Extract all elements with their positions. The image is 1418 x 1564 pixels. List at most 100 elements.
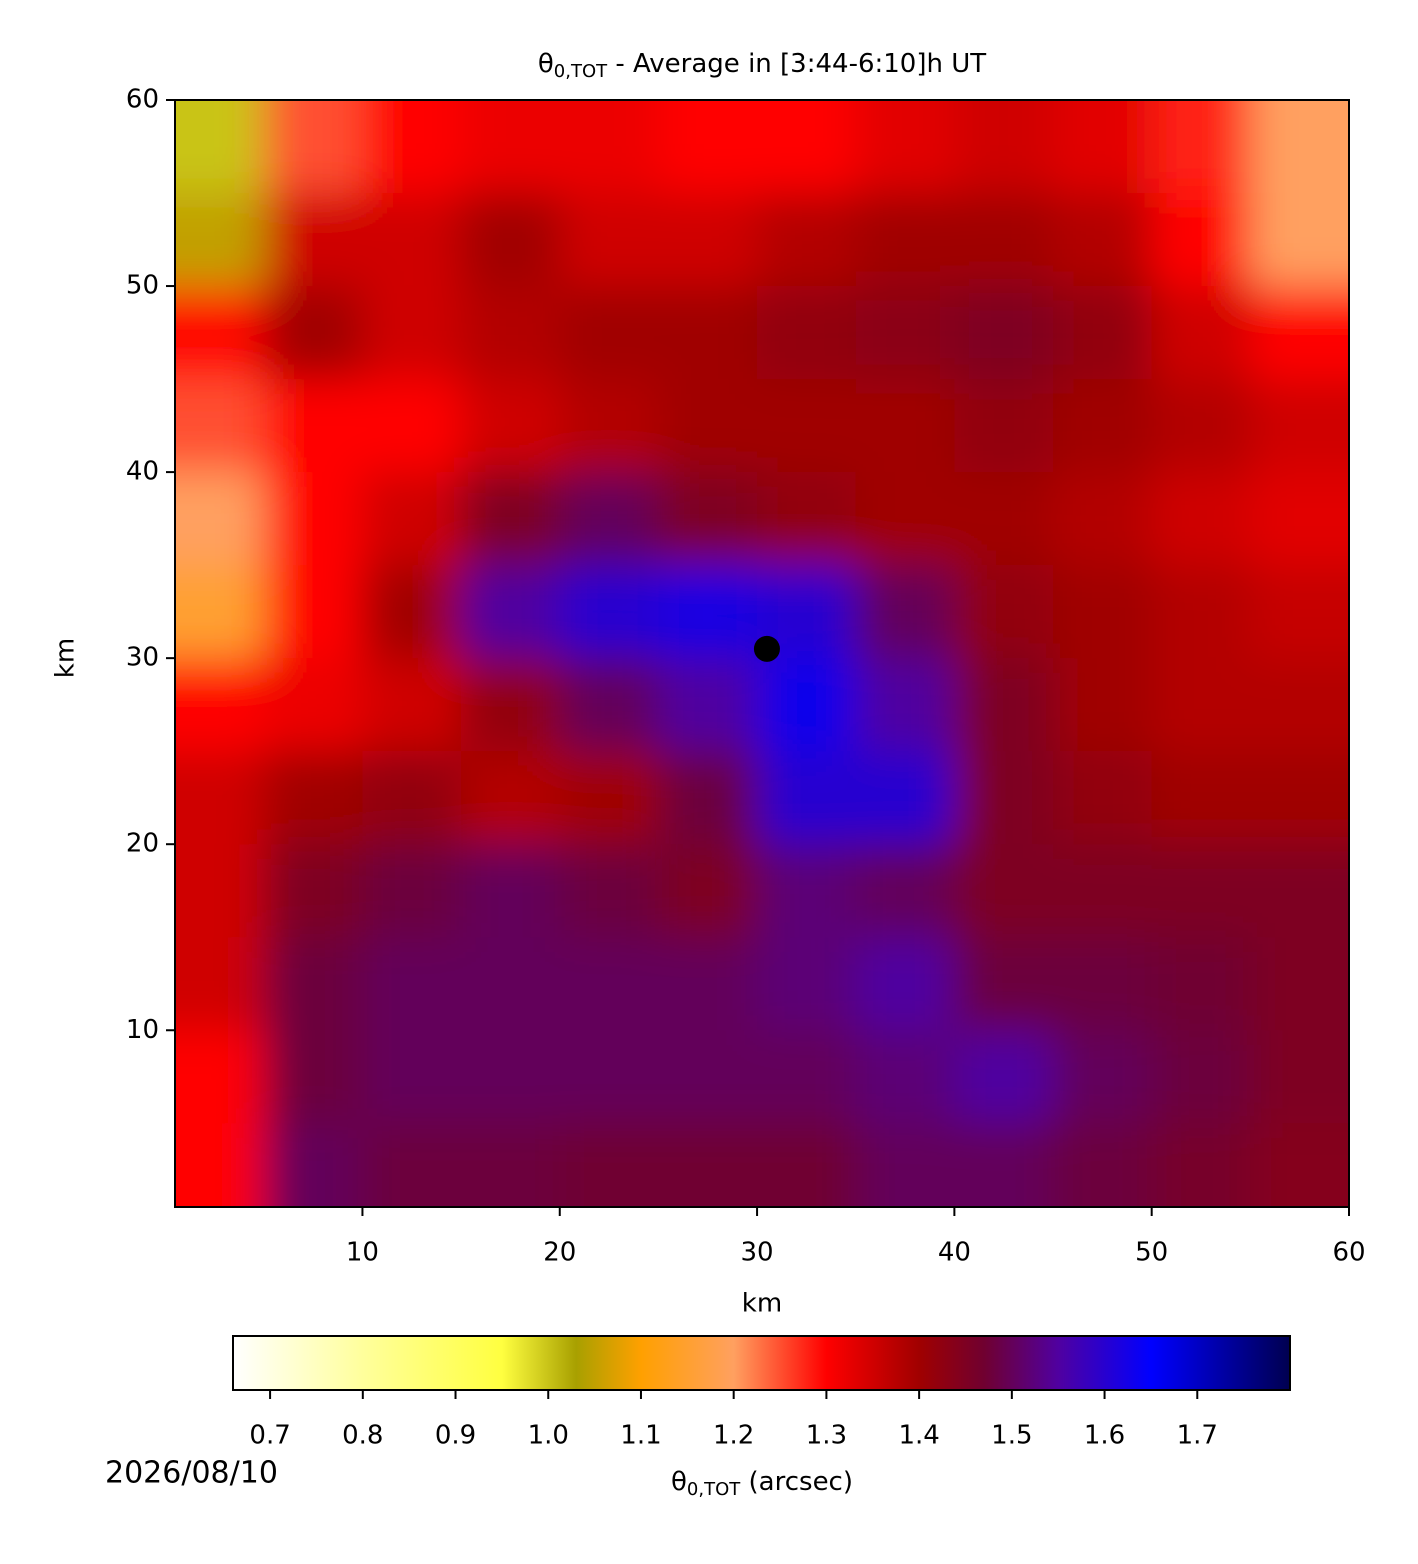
heat-cell: [1151, 751, 1251, 845]
heat-cell: [263, 100, 363, 194]
x-tick-label: 60: [1332, 1238, 1365, 1268]
colorbar-tick-label: 0.9: [435, 1421, 476, 1451]
heat-cell: [1053, 658, 1153, 752]
heat-cell: [461, 751, 561, 845]
cb-subscript: 0,TOT: [687, 1479, 741, 1500]
heat-cell: [658, 100, 758, 194]
heat-cell: [855, 1123, 955, 1207]
colorbar-tick-label: 0.8: [342, 1421, 383, 1451]
heat-cell: [757, 193, 857, 287]
heat-cell: [1151, 937, 1251, 1031]
heat-cell: [1053, 193, 1153, 287]
heat-cell: [757, 658, 857, 752]
heat-cell: [175, 844, 265, 938]
heat-cell: [1151, 1123, 1251, 1207]
heat-cell: [362, 844, 462, 938]
heat-cell: [1250, 844, 1349, 938]
heat-cell: [1250, 1123, 1349, 1207]
colorbar-tick-label: 0.7: [249, 1421, 290, 1451]
heat-cell: [658, 844, 758, 938]
y-tick-label: 40: [126, 457, 159, 487]
heat-cell: [175, 751, 265, 845]
heat-cell: [263, 844, 363, 938]
heat-cell: [658, 937, 758, 1031]
heat-cell: [855, 379, 955, 473]
chart-title: θ0,TOT - Average in [3:44-6:10]h UT: [538, 49, 986, 83]
heat-cell: [1151, 286, 1251, 380]
heat-cell: [658, 565, 758, 659]
colorbar-label: θ0,TOT (arcsec): [671, 1467, 853, 1501]
heat-cell: [757, 1030, 857, 1124]
title-text: - Average in [3:44-6:10]h UT: [607, 49, 986, 79]
heat-cell: [175, 1030, 265, 1124]
heat-cell: [954, 379, 1054, 473]
heat-cell: [461, 844, 561, 938]
y-tick-label: 20: [126, 829, 159, 859]
colorbar-tick-label: 1.1: [620, 1421, 661, 1451]
colorbar-tick-label: 1.7: [1177, 1421, 1218, 1451]
heat-cell: [559, 472, 659, 566]
heat-cell: [757, 286, 857, 380]
heat-cell: [1250, 472, 1349, 566]
heat-cell: [1053, 565, 1153, 659]
heat-cell: [954, 472, 1054, 566]
heat-cell: [954, 1030, 1054, 1124]
heat-cell: [1151, 100, 1251, 194]
plot-frame: [174, 99, 1350, 1208]
heat-cell: [1250, 937, 1349, 1031]
heat-cell: [461, 937, 561, 1031]
heat-cell: [658, 379, 758, 473]
heat-cell: [559, 658, 659, 752]
y-tick-label: 50: [126, 271, 159, 301]
heat-cell: [559, 1123, 659, 1207]
heat-cell: [1151, 472, 1251, 566]
heat-cell: [954, 1123, 1054, 1207]
heat-cell: [658, 472, 758, 566]
heat-cell: [1053, 844, 1153, 938]
heat-cell: [559, 844, 659, 938]
heat-cell: [461, 286, 561, 380]
heat-cell: [461, 379, 561, 473]
x-tick-label: 40: [938, 1238, 971, 1268]
heat-cell: [362, 193, 462, 287]
heat-cell: [1053, 1123, 1153, 1207]
heat-cell: [461, 193, 561, 287]
heat-cell: [658, 1030, 758, 1124]
colorbar-tick-label: 1.3: [806, 1421, 847, 1451]
heat-cell: [1053, 379, 1153, 473]
heat-cell: [362, 379, 462, 473]
heat-cell: [1250, 565, 1349, 659]
heat-cell: [263, 286, 363, 380]
heat-cell: [263, 1123, 363, 1207]
heat-cell: [855, 565, 955, 659]
heat-cell: [954, 844, 1054, 938]
heat-cell: [1053, 286, 1153, 380]
heat-cell: [263, 472, 363, 566]
heat-cell: [559, 937, 659, 1031]
heat-cell: [263, 658, 363, 752]
heat-cell: [461, 1123, 561, 1207]
heat-cell: [362, 937, 462, 1031]
heat-cell: [1151, 844, 1251, 938]
heat-cell: [175, 658, 265, 752]
heat-cell: [175, 937, 265, 1031]
heat-cell: [1250, 1030, 1349, 1124]
heat-cell: [954, 751, 1054, 845]
heat-cell: [362, 1030, 462, 1124]
heat-cell: [559, 565, 659, 659]
colorbar-tick-label: 1.5: [991, 1421, 1032, 1451]
heat-cell: [175, 472, 265, 566]
heat-cell: [175, 193, 265, 287]
heat-cell: [175, 286, 265, 380]
heat-cell: [362, 1123, 462, 1207]
heat-cell: [954, 286, 1054, 380]
heat-cell: [855, 658, 955, 752]
heat-cell: [1151, 658, 1251, 752]
heat-cell: [855, 286, 955, 380]
heat-cell: [658, 1123, 758, 1207]
heat-cell: [1250, 751, 1349, 845]
colorbar-tick-label: 1.6: [1084, 1421, 1125, 1451]
heat-cell: [1151, 193, 1251, 287]
cb-symbol: θ: [671, 1467, 687, 1497]
